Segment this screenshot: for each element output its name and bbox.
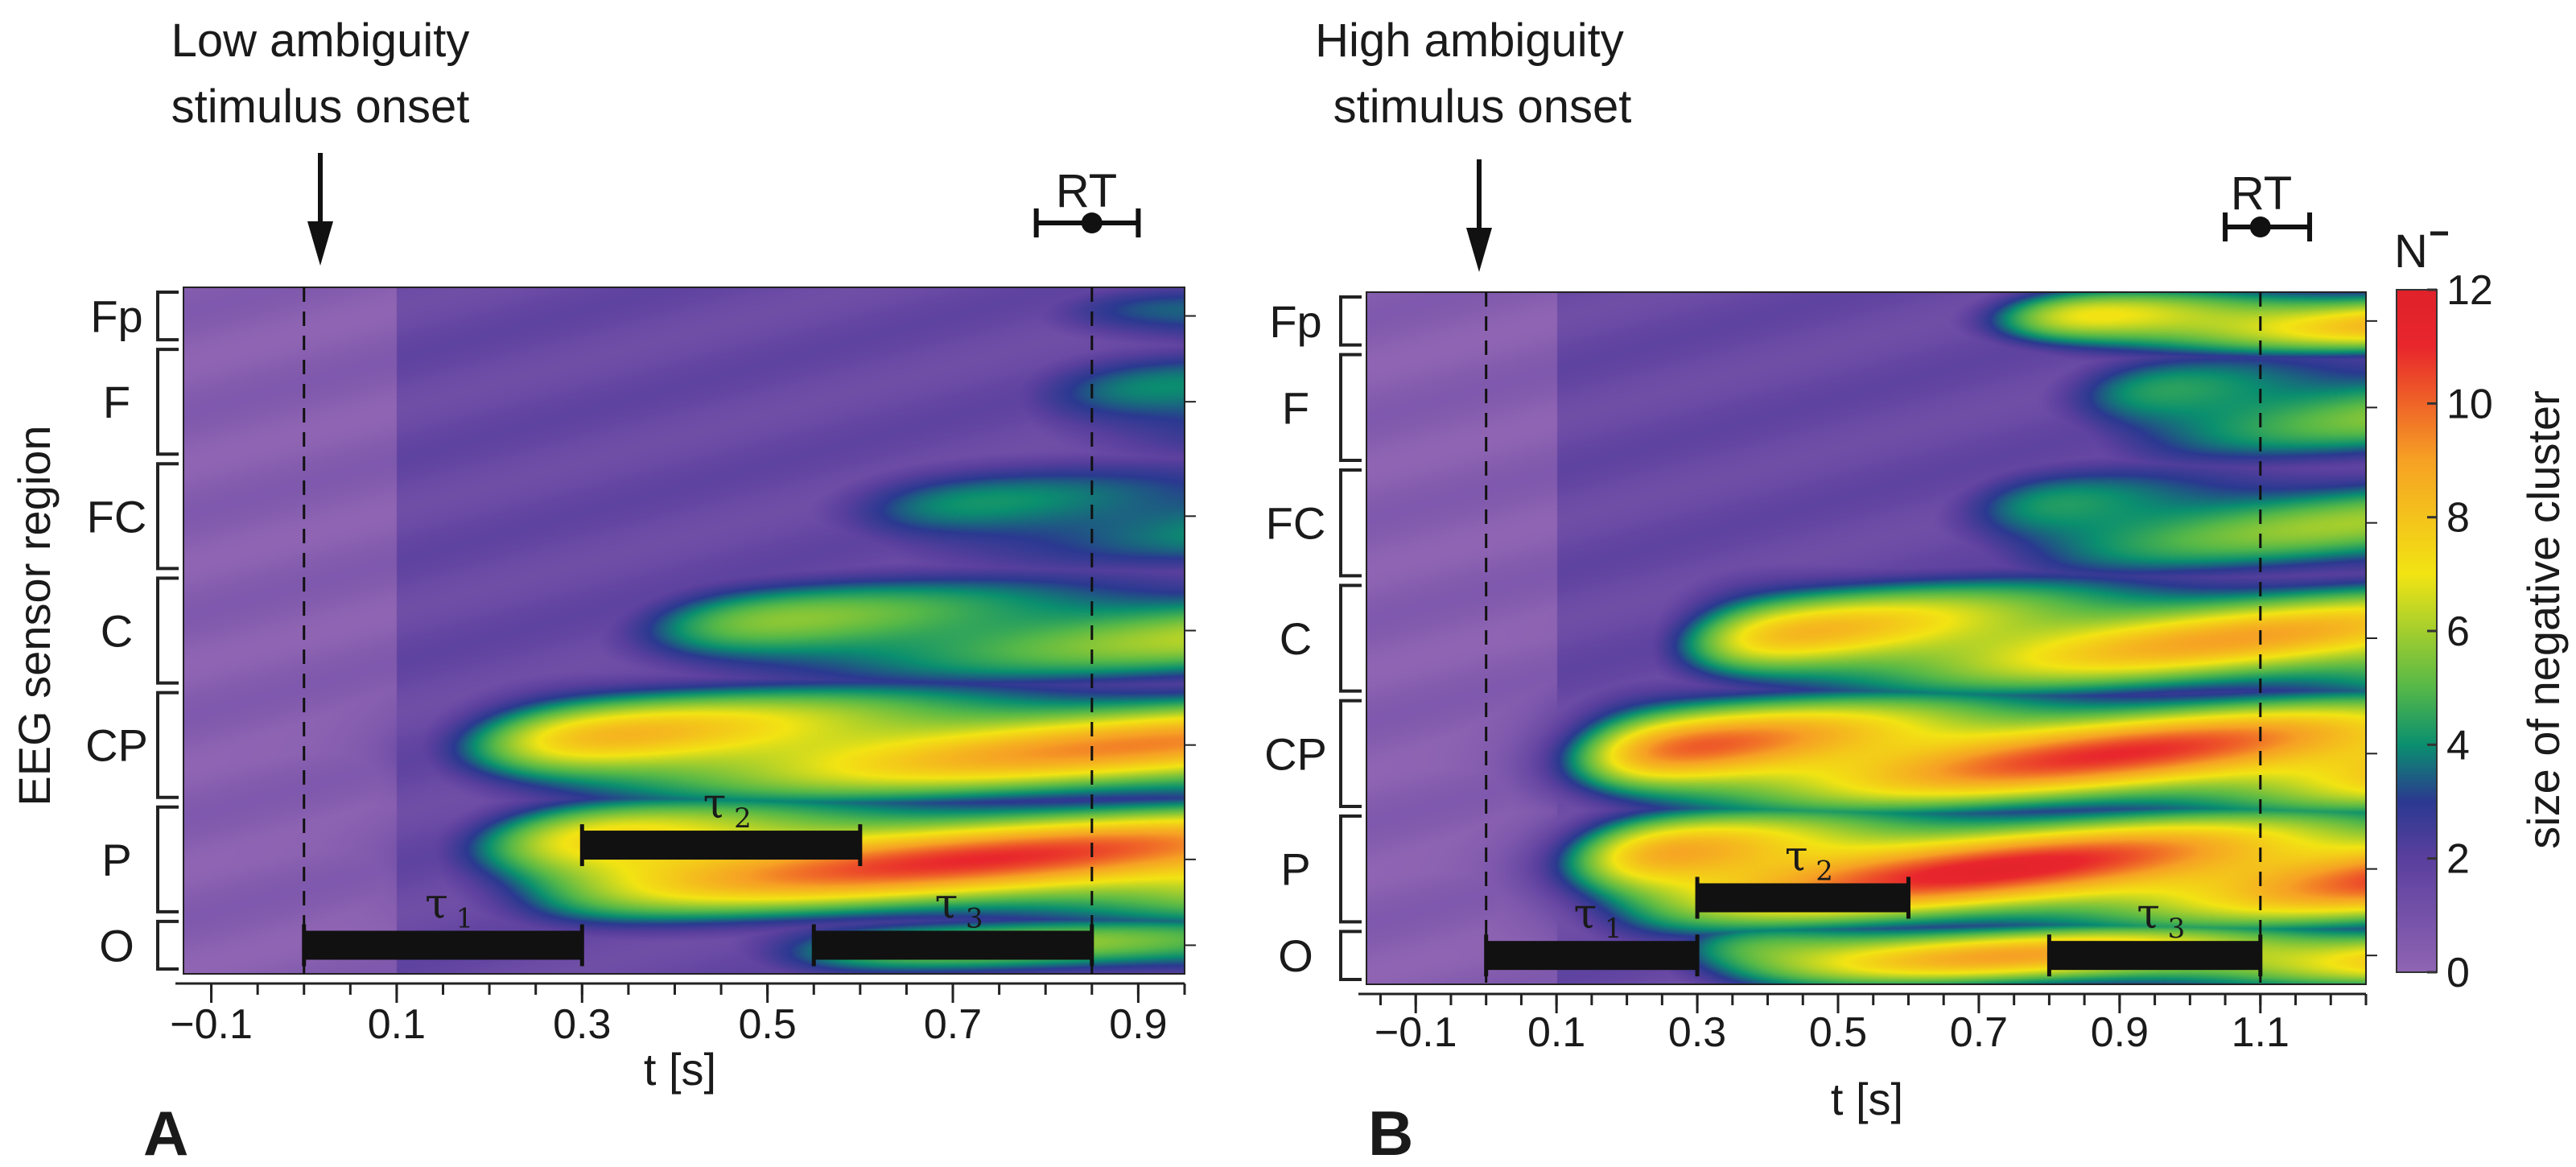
x-tick-label: −0.1 xyxy=(1375,1009,1457,1056)
region-label: Fp xyxy=(1269,296,1321,347)
region-label: F xyxy=(1282,382,1309,433)
onset-label-line1: High ambiguity xyxy=(1315,14,1624,67)
region-label: C xyxy=(101,606,133,657)
region-bracket xyxy=(1339,814,1362,924)
colorbar-tick-label: 6 xyxy=(2446,608,2470,655)
interval-bar xyxy=(303,930,583,960)
region-label: P xyxy=(101,835,131,885)
rt-mean-point xyxy=(1081,212,1103,233)
region-bracket xyxy=(156,576,179,685)
x-axis-title: t [s] xyxy=(644,1044,716,1095)
interval-label: τ xyxy=(1785,833,1808,881)
panel-letter: A xyxy=(143,1098,188,1167)
region-bracket xyxy=(156,691,179,799)
onset-arrow-head xyxy=(307,221,333,266)
region-bracket xyxy=(156,462,179,571)
x-tick-label: 0.9 xyxy=(1109,1001,1167,1048)
panel-letter: B xyxy=(1368,1098,1413,1167)
region-bracket xyxy=(1339,584,1362,693)
colorbar-title: N xyxy=(2394,225,2428,278)
interval-label-subscript: 1 xyxy=(456,902,474,934)
region-bracket xyxy=(1339,930,1362,981)
region-label: F xyxy=(103,377,130,427)
region-label: O xyxy=(99,920,134,971)
colorbar-label: size of negative cluster xyxy=(2518,390,2569,849)
x-tick-label: 0.7 xyxy=(924,1001,982,1048)
heatmap-field xyxy=(1366,292,2366,984)
colorbar-tick-label: 8 xyxy=(2446,495,2470,542)
colorbar-tick-label: 2 xyxy=(2446,836,2470,883)
heatmap-canvas xyxy=(1366,292,2366,984)
colorbar-tick-label: 0 xyxy=(2446,950,2470,996)
x-tick-label: 0.3 xyxy=(553,1001,611,1048)
region-label: C xyxy=(1280,613,1312,664)
panel-b: High ambiguity stimulus onset t [s] B RT… xyxy=(1264,14,2377,1167)
region-bracket xyxy=(156,805,179,913)
interval-label-subscript: 2 xyxy=(734,802,752,835)
region-bracket xyxy=(1339,295,1362,347)
interval-label: τ xyxy=(1573,890,1597,938)
rt-label: RT xyxy=(1056,165,1117,217)
region-bracket xyxy=(1339,353,1362,462)
onset-label-line1: Low ambiguity xyxy=(171,14,470,67)
x-tick-label: 0.3 xyxy=(1668,1009,1726,1056)
interval-label: τ xyxy=(425,880,448,928)
colorbar: N size of negative cluster 0 2 4 6 8 10 12 xyxy=(2394,225,2569,996)
region-label: CP xyxy=(1264,728,1327,779)
x-tick-label: 0.1 xyxy=(1527,1009,1585,1056)
x-tick-label: 0.9 xyxy=(2091,1009,2149,1056)
x-tick-label: 0.1 xyxy=(368,1001,426,1048)
rt-mean-point xyxy=(2249,216,2271,237)
region-label: FC xyxy=(87,491,147,542)
interval-label-subscript: 1 xyxy=(1605,913,1622,945)
interval-bar xyxy=(1486,941,1698,971)
onset-label-line2: stimulus onset xyxy=(171,80,470,133)
interval-label: τ xyxy=(2137,890,2160,938)
region-label: CP xyxy=(85,720,148,771)
colorbar-tick-label: 12 xyxy=(2446,267,2493,314)
interval-label-subscript: 3 xyxy=(2168,913,2186,945)
region-bracket xyxy=(156,348,179,456)
x-tick-label: 1.1 xyxy=(2232,1009,2290,1056)
onset-label-line2: stimulus onset xyxy=(1333,80,1632,133)
region-label: P xyxy=(1280,844,1310,895)
x-axis-title: t [s] xyxy=(1831,1074,1903,1124)
region-label: Fp xyxy=(90,291,142,342)
x-tick-label: −0.1 xyxy=(170,1001,253,1048)
x-tick-label: 0.5 xyxy=(1809,1009,1867,1056)
heatmap-field xyxy=(183,287,1185,974)
interval-bar xyxy=(582,831,860,860)
colorbar-tick-label: 10 xyxy=(2446,381,2493,427)
interval-label: τ xyxy=(935,880,958,928)
rt-label: RT xyxy=(2231,167,2292,220)
region-bracket xyxy=(156,919,179,971)
interval-bar xyxy=(1697,883,1909,913)
heatmap-canvas xyxy=(183,287,1185,974)
region-label: FC xyxy=(1266,498,1326,549)
interval-label-subscript: 3 xyxy=(966,902,983,934)
interval-label-subscript: 2 xyxy=(1816,856,1833,888)
onset-arrow-head xyxy=(1466,228,1492,272)
region-bracket xyxy=(1339,699,1362,808)
colorbar-tick-label: 4 xyxy=(2446,722,2470,769)
interval-label: τ xyxy=(703,780,727,828)
interval-bar xyxy=(2049,941,2261,971)
region-bracket xyxy=(1339,468,1362,578)
interval-bar xyxy=(814,930,1092,960)
region-bracket xyxy=(156,291,179,342)
panel-a: Low ambiguity stimulus onset EEG sensor … xyxy=(9,14,1196,1167)
y-axis-title: EEG sensor region xyxy=(9,425,60,806)
region-label: O xyxy=(1278,930,1313,981)
x-tick-label: 0.7 xyxy=(1950,1009,2008,1056)
x-tick-label: 0.5 xyxy=(739,1001,797,1048)
